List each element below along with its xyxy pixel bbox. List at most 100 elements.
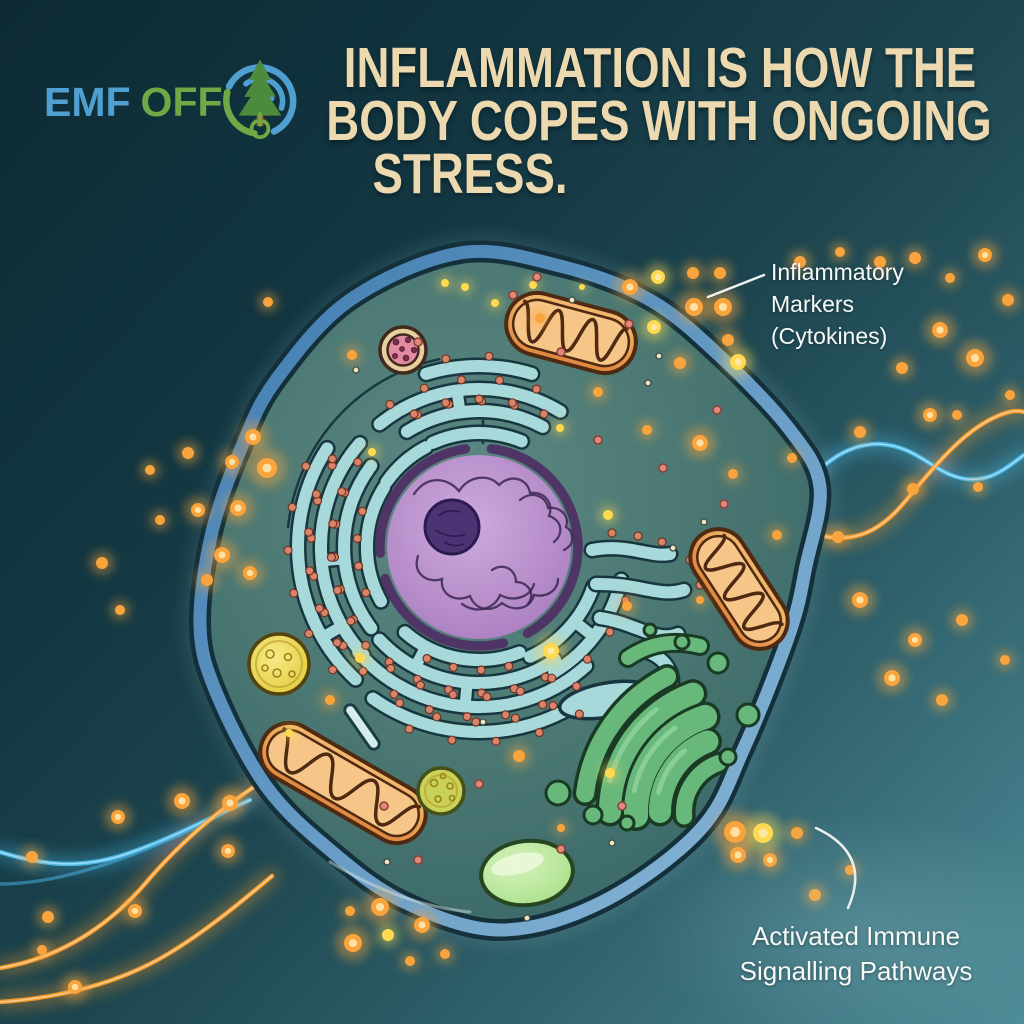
er-cisterna <box>292 442 362 686</box>
ribosome <box>456 375 466 385</box>
ribosome <box>574 709 585 719</box>
pale-speck <box>608 839 616 847</box>
label-inflammatory-markers: Inflammatory Markers (Cytokines) <box>771 256 904 352</box>
lysosome <box>247 632 311 696</box>
ribosome <box>327 454 337 464</box>
cytokine-dot <box>182 447 194 459</box>
ribosome <box>504 661 514 671</box>
ribosome <box>657 537 667 547</box>
cytokine-dot <box>791 827 803 839</box>
label-line: (Cytokines) <box>771 323 888 349</box>
ribosome <box>462 711 472 722</box>
cytokine-dot <box>854 426 866 438</box>
cytokine-dot <box>355 653 365 663</box>
ribosome <box>419 383 429 393</box>
golgi-cisterna <box>624 704 718 828</box>
cytokine-dot <box>155 515 165 525</box>
ribosome <box>507 398 517 408</box>
er-cisterna <box>314 437 370 661</box>
label-line: Markers <box>771 291 855 317</box>
ribosome <box>289 588 299 598</box>
inflammatory-marker-dots <box>26 247 1015 994</box>
ribosome <box>328 519 338 529</box>
pink-speck <box>556 347 566 357</box>
ribosome <box>415 680 425 690</box>
ribosome <box>539 409 549 419</box>
pink-speck <box>474 779 484 789</box>
ribosome <box>547 673 557 683</box>
cytokine-dot <box>440 949 450 959</box>
cytokine-dot <box>461 283 469 291</box>
label-activated-immune-pathways: Activated Immune Signalling Pathways <box>700 919 1012 989</box>
er-cisterna <box>338 459 378 635</box>
logo-text-off: OFF <box>140 78 223 125</box>
er-cisterna <box>360 481 390 608</box>
golgi-vesicle <box>642 622 658 638</box>
ribosome <box>531 384 542 394</box>
cytokine-dot <box>945 273 955 283</box>
cytokine-dot <box>696 596 704 604</box>
power-icon <box>249 119 270 139</box>
ribosome <box>515 686 525 696</box>
cytokine-dot <box>579 284 585 290</box>
ribosome <box>361 588 371 598</box>
pink-speck <box>413 337 423 347</box>
cytokine-dot <box>687 267 699 279</box>
cytokine-dot <box>936 694 948 706</box>
headline-line-3: STRESS. <box>372 142 568 206</box>
ribosome <box>441 354 451 364</box>
cytokine-dot <box>874 256 886 268</box>
golgi-vesicle <box>706 651 730 675</box>
pale-speck <box>568 296 576 304</box>
ribosome <box>389 689 399 699</box>
pink-speck <box>413 855 423 865</box>
golgi-cisterna <box>648 730 719 823</box>
ribosome <box>352 533 362 544</box>
nucleus <box>387 455 571 639</box>
cytokine-dot <box>714 267 726 279</box>
golgi-cisterna <box>576 667 676 803</box>
cytokine-dot <box>529 281 537 289</box>
ribosome <box>447 735 457 745</box>
cytokine-dot <box>832 531 844 543</box>
ribosome <box>326 552 336 562</box>
pink-speck <box>556 844 566 854</box>
vacuole <box>479 838 575 908</box>
ribosome <box>548 700 558 711</box>
er-tubule <box>590 577 690 599</box>
cristae <box>703 533 784 632</box>
ribosome <box>283 545 293 555</box>
ribosome <box>357 506 367 516</box>
ribosome <box>301 461 311 471</box>
cytokine-dot <box>603 510 613 520</box>
cytokine-dot <box>1002 294 1014 306</box>
ribosome <box>607 528 617 538</box>
golgi-apparatus <box>544 622 761 832</box>
er-cisterna <box>373 633 562 689</box>
ribosome <box>482 692 492 702</box>
golgi-cisterna <box>676 755 727 825</box>
ribosome <box>471 717 481 727</box>
cytokine-dot <box>845 865 855 875</box>
cytokine-dot <box>952 410 962 420</box>
mitochondrion <box>688 527 790 651</box>
pale-speck <box>352 366 360 374</box>
er-cisterna <box>373 383 567 431</box>
pale-speck <box>523 914 531 922</box>
golgi-vesicle <box>618 814 636 832</box>
pale-speck <box>700 518 708 526</box>
logo-text-emf: EMF <box>44 78 131 125</box>
cristae <box>522 299 629 362</box>
ribosome <box>476 665 486 675</box>
chromatin <box>460 582 536 611</box>
cytokine-dot <box>896 362 908 374</box>
ribosome <box>332 637 342 648</box>
ribosome <box>484 351 494 361</box>
er-cisterna <box>426 427 528 449</box>
er-tubule <box>586 542 676 561</box>
ribosome <box>510 713 521 723</box>
cytokine-dot <box>513 750 525 762</box>
ribosome <box>358 666 368 676</box>
cytokine-dot <box>787 453 797 463</box>
